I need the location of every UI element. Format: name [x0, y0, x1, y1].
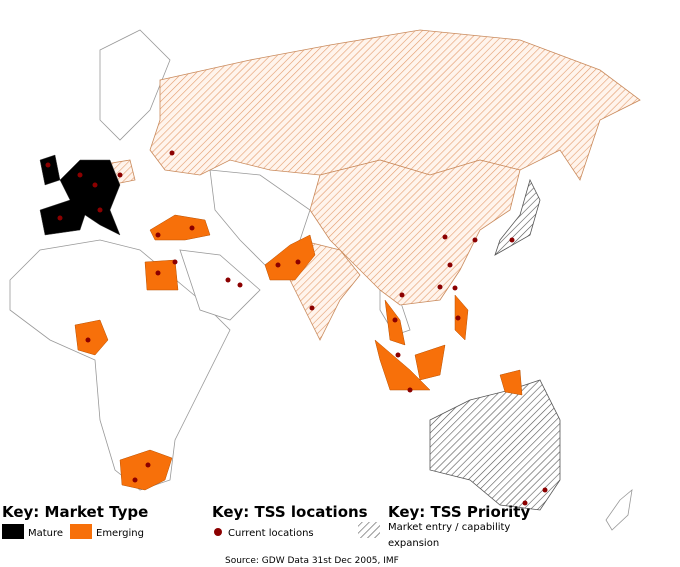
region — [99, 29, 171, 141]
region — [39, 154, 61, 186]
source: Source: GDW Data 31st Dec 2005, IMF — [225, 556, 399, 566]
location-dot — [45, 162, 51, 168]
location-dot — [542, 487, 548, 493]
region — [309, 159, 521, 306]
swatch-location — [214, 528, 222, 536]
legend-title: Key: TSS Priority — [388, 503, 530, 521]
location-dot — [472, 237, 478, 243]
region — [494, 178, 541, 256]
location-dot — [85, 337, 91, 343]
region — [605, 489, 633, 531]
region — [149, 214, 211, 241]
location-dot — [442, 234, 448, 240]
location-dot — [407, 387, 413, 393]
location-dot — [225, 277, 231, 283]
location-dot — [189, 225, 195, 231]
location-dot — [509, 237, 515, 243]
swatch-priority — [358, 522, 380, 538]
location-dot — [57, 215, 63, 221]
swatch-emerging — [70, 524, 92, 539]
location-dot — [399, 292, 405, 298]
legend-item: Market entry / capability — [388, 522, 510, 533]
location-dot — [97, 207, 103, 213]
location-dots — [45, 150, 548, 506]
region — [499, 369, 523, 396]
location-dot — [155, 232, 161, 238]
regions — [39, 29, 641, 511]
legend-title: Key: TSS locations — [212, 503, 368, 521]
legend-item: expansion — [388, 538, 439, 549]
legend-item: Mature — [28, 528, 63, 539]
location-dot — [117, 172, 123, 178]
location-dot — [155, 270, 161, 276]
location-dot — [437, 284, 443, 290]
location-dot — [455, 315, 461, 321]
location-dot — [237, 282, 243, 288]
location-dot — [92, 182, 98, 188]
location-dot — [295, 259, 301, 265]
region — [74, 319, 109, 356]
region — [429, 379, 561, 511]
region — [454, 294, 469, 341]
region — [179, 249, 261, 321]
location-dot — [522, 500, 528, 506]
location-dot — [309, 305, 315, 311]
legend: Key: Market Type Mature Emerging Key: TS… — [2, 503, 530, 566]
region — [264, 234, 316, 281]
location-dot — [77, 172, 83, 178]
region — [9, 239, 231, 491]
location-dot — [447, 262, 453, 268]
region — [149, 29, 641, 181]
legend-item: Emerging — [96, 528, 144, 539]
location-dot — [452, 285, 458, 291]
swatch-mature — [2, 524, 24, 539]
legend-item: Current locations — [228, 528, 314, 539]
location-dot — [132, 477, 138, 483]
location-dot — [392, 317, 398, 323]
location-dot — [145, 462, 151, 468]
region — [414, 344, 446, 381]
region — [144, 259, 179, 291]
legend-title: Key: Market Type — [2, 503, 148, 521]
location-dot — [172, 259, 178, 265]
location-dot — [169, 150, 175, 156]
location-dot — [395, 352, 401, 358]
location-dot — [275, 262, 281, 268]
